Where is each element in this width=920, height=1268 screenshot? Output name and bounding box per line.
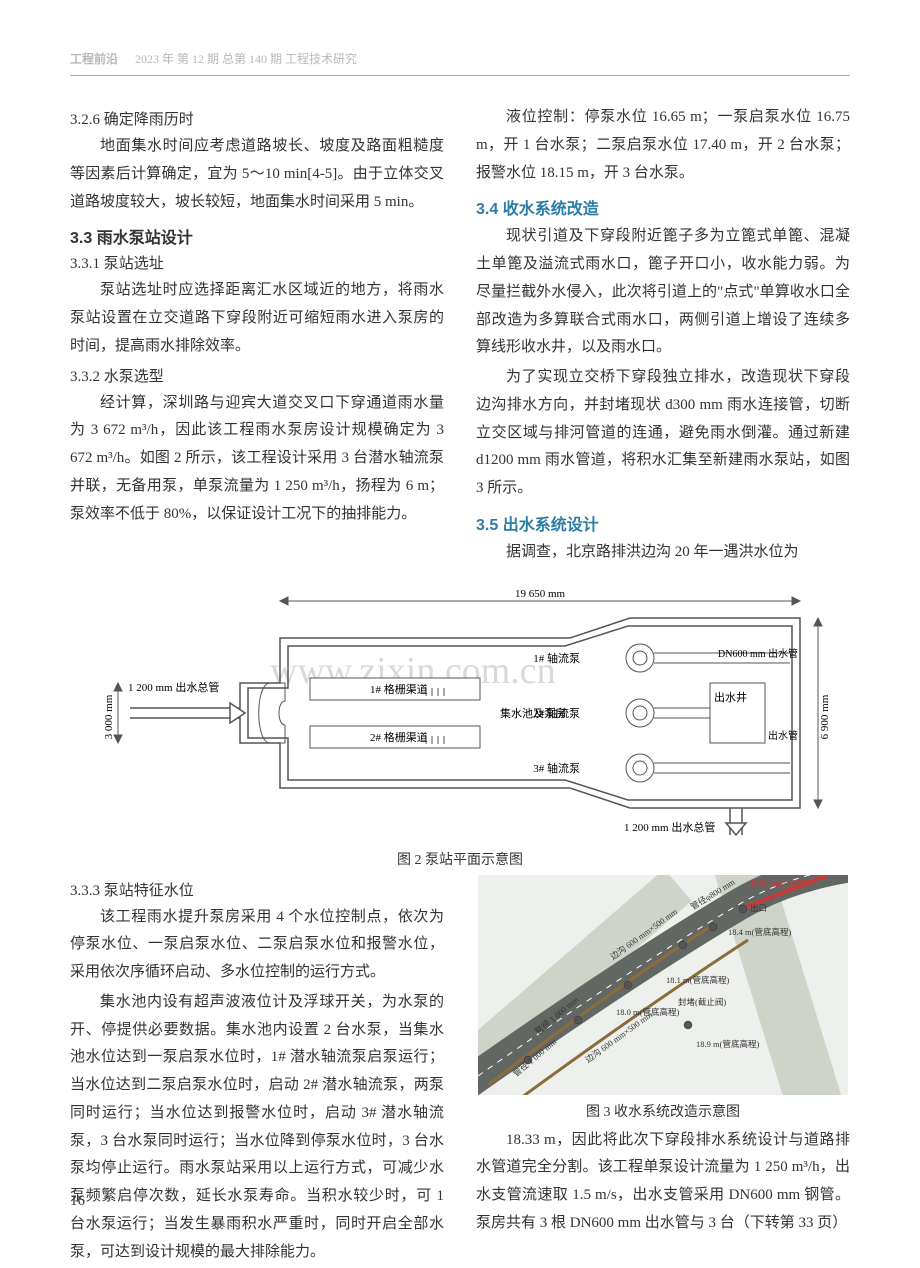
fig2-dn600-1: DN600 mm 出水管 (718, 647, 798, 660)
header-rule (70, 75, 850, 76)
fig2-outlet-pipe-label-1: 1 200 mm 出水总管 (128, 680, 219, 694)
fig2-well: 出水井 (714, 690, 747, 704)
section-3-3-2-para: 经计算，深圳路与迎宾大道交叉口下穿通道雨水量为 3 672 m³/h，因此该工程… (70, 390, 444, 529)
figure-3-caption: 图 3 收水系统改造示意图 (476, 1101, 850, 1121)
section-3-4-para1: 现状引道及下穿段附近篦子多为立篦式单篦、混凝土单篦及溢流式雨水口，篦子开口小，收… (476, 223, 850, 362)
figure-2-block: www.zixin.com.cn 19 650 mm 1 200 mm 出水总管 (70, 583, 850, 869)
fig3-lbl-valve: 封堵(截止阀) (678, 997, 726, 1007)
figure-3-diagram: 封堵 d300 连接管 出口 18.4 m(管底高程) 18.1 m(管底高程)… (478, 875, 848, 1095)
bottom-left-column: 3.3.3 泵站特征水位 该工程雨水提升泵房采用 4 个水位控制点，依次为停泵水… (70, 875, 444, 1268)
fig3-lbl-189: 18.9 m(管底高程) (696, 1039, 759, 1049)
section-3-3-2-title: 3.3.2 水泵选型 (70, 365, 444, 386)
fig2-pump2: 2# 轴流泵 (533, 706, 580, 720)
right-column: 液位控制：停泵水位 16.65 m；一泵启泵水位 16.75 m，开 1 台水泵… (476, 104, 850, 569)
section-3-4-title: 3.4 收水系统改造 (476, 195, 850, 219)
section-3-3-1-para: 泵站选址时应选择距离汇水区域近的地方，将雨水泵站设置在立交道路下穿段附近可缩短雨… (70, 277, 444, 360)
fig2-pump1: 1# 轴流泵 (533, 651, 580, 665)
figure-2-diagram: www.zixin.com.cn 19 650 mm 1 200 mm 出水总管 (70, 583, 850, 843)
fig2-dim-top: 19 650 mm (515, 588, 566, 600)
section-3-3-3-title: 3.3.3 泵站特征水位 (70, 879, 444, 900)
section-3-5-para1: 据调查，北京路排洪边沟 20 年一遇洪水位为 (476, 539, 850, 567)
fig3-lbl-184: 18.4 m(管底高程) (728, 927, 791, 937)
running-header: 工程前沿 2023 年 第 12 期 总第 140 期 工程技术研究 (70, 50, 850, 67)
fig2-dim-left: 3 000 mm (103, 694, 115, 739)
bottom-right-column: 封堵 d300 连接管 出口 18.4 m(管底高程) 18.1 m(管底高程)… (476, 875, 850, 1268)
fig2-dim-right: 6 900 mm (819, 694, 831, 739)
section-3-3-3-para1: 该工程雨水提升泵房采用 4 个水位控制点，依次为停泵水位、一泵启泵水位、二泵启泵… (70, 904, 444, 987)
left-column: 3.2.6 确定降雨历时 地面集水时间应考虑道路坡长、坡度及路面粗糙度等因素后计… (70, 104, 444, 569)
section-3-5-title: 3.5 出水系统设计 (476, 511, 850, 535)
section-3-3-3-para2: 集水池内设有超声波液位计及浮球开关，为水泵的开、停提供必要数据。集水池内设置 2… (70, 989, 444, 1267)
fig2-grille1: 1# 格栅渠道 (370, 682, 428, 696)
figure-2-caption: 图 2 泵站平面示意图 (70, 849, 850, 869)
section-3-2-6-title: 3.2.6 确定降雨历时 (70, 108, 444, 129)
fig3-lbl-outlet: 出口 (750, 903, 767, 913)
page-number: 16 (70, 1193, 85, 1210)
issue-info: 2023 年 第 12 期 总第 140 期 工程技术研究 (135, 52, 357, 66)
right-top-para: 液位控制：停泵水位 16.65 m；一泵启泵水位 16.75 m，开 1 台水泵… (476, 104, 850, 187)
section-3-2-6-para: 地面集水时间应考虑道路坡长、坡度及路面粗糙度等因素后计算确定，宜为 5～10 m… (70, 133, 444, 216)
fig2-grille2: 2# 格栅渠道 (370, 730, 428, 744)
top-columns: 3.2.6 确定降雨历时 地面集水时间应考虑道路坡长、坡度及路面粗糙度等因素后计… (70, 104, 850, 569)
section-3-3-1-title: 3.3.1 泵站选址 (70, 252, 444, 273)
fig3-lbl-181: 18.1 m(管底高程) (666, 975, 729, 985)
section-3-4-para2: 为了实现立交桥下穿段独立排水，改造现状下穿段边沟排水方向，并封堵现状 d300 … (476, 364, 850, 503)
journal-name: 工程前沿 (70, 52, 118, 66)
fig2-outlet-pipe-label-2: 1 200 mm 出水总管 (624, 820, 715, 834)
fig2-pump3: 3# 轴流泵 (533, 761, 580, 775)
bottom-right-para: 18.33 m，因此将此次下穿段排水系统设计与道路排水管道完全分割。该工程单泵设… (476, 1127, 850, 1238)
bottom-columns: 3.3.3 泵站特征水位 该工程雨水提升泵房采用 4 个水位控制点，依次为停泵水… (70, 875, 850, 1268)
section-3-3-title: 3.3 雨水泵站设计 (70, 224, 444, 248)
fig3-lbl-topright: 封堵 d300 连接管 (750, 879, 814, 889)
